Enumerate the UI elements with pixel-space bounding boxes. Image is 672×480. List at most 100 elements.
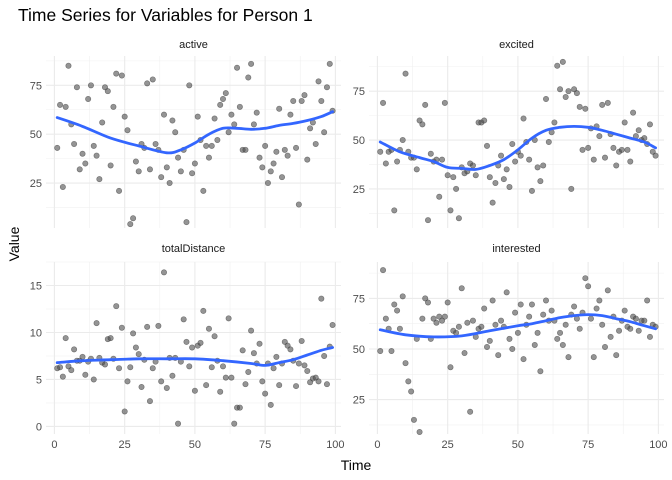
data-point: [321, 352, 328, 359]
data-point: [127, 221, 134, 228]
data-point: [121, 408, 128, 415]
data-point: [604, 99, 611, 106]
data-point: [225, 315, 232, 322]
data-point: [618, 146, 625, 153]
data-point: [478, 323, 485, 330]
data-point: [62, 103, 69, 110]
data-point: [102, 361, 109, 368]
data-point: [582, 105, 589, 112]
data-point: [152, 140, 159, 147]
data-point: [439, 156, 446, 163]
panel-title-active: active: [179, 39, 208, 51]
data-point: [245, 74, 252, 81]
data-point: [632, 315, 639, 322]
data-point: [231, 121, 238, 128]
data-point: [155, 322, 162, 329]
data-point: [85, 96, 92, 103]
data-point: [509, 346, 516, 353]
data-point: [107, 162, 114, 169]
data-point: [520, 115, 527, 122]
data-point: [71, 346, 78, 353]
data-point: [79, 353, 86, 360]
data-point: [186, 363, 193, 370]
data-point: [175, 420, 182, 427]
data-point: [208, 142, 215, 149]
data-point: [71, 140, 78, 147]
data-point: [495, 352, 502, 359]
data-point: [163, 164, 170, 171]
data-point: [200, 187, 207, 194]
data-point: [135, 168, 142, 175]
data-point: [57, 364, 64, 371]
data-point: [517, 152, 524, 159]
data-point: [304, 368, 311, 375]
data-point: [290, 97, 297, 104]
data-point: [132, 158, 139, 165]
x-tick-label: 50: [189, 439, 201, 451]
data-point: [599, 321, 606, 328]
data-point: [551, 119, 558, 126]
data-point: [399, 137, 406, 144]
data-point: [214, 137, 221, 144]
data-point: [621, 307, 628, 314]
data-point: [301, 92, 308, 99]
data-point: [186, 82, 193, 89]
data-point: [436, 193, 443, 200]
data-point: [562, 94, 569, 101]
data-point: [486, 174, 493, 181]
x-tick-label: 100: [326, 439, 344, 451]
data-point: [450, 174, 457, 181]
data-point: [394, 158, 401, 165]
panel-title-totalDistance: totalDistance: [162, 243, 226, 255]
data-point: [542, 96, 549, 103]
data-point: [613, 352, 620, 359]
y-tick-label: 75: [353, 293, 365, 305]
data-point: [234, 64, 241, 71]
data-point: [189, 170, 196, 177]
data-point: [582, 275, 589, 282]
data-point: [430, 315, 437, 322]
data-point: [158, 378, 165, 385]
data-point: [419, 315, 426, 322]
data-point: [464, 319, 471, 326]
data-point: [596, 133, 603, 140]
data-point: [503, 289, 510, 296]
data-point: [534, 329, 541, 336]
data-point: [205, 325, 212, 332]
data-point: [121, 113, 128, 120]
data-point: [489, 297, 496, 304]
data-point: [222, 90, 229, 97]
data-point: [652, 152, 659, 159]
data-point: [222, 374, 229, 381]
data-point: [441, 99, 448, 106]
data-point: [391, 207, 398, 214]
data-point: [87, 82, 94, 89]
data-point: [135, 351, 142, 358]
data-point: [447, 207, 454, 214]
data-point: [590, 354, 597, 361]
data-point: [394, 307, 401, 314]
data-point: [469, 317, 476, 324]
data-point: [512, 309, 519, 316]
data-point: [149, 76, 156, 83]
data-point: [166, 180, 173, 187]
data-point: [585, 144, 592, 151]
data-point: [245, 368, 252, 375]
x-tick-label: 100: [649, 439, 667, 451]
x-tick-label: 50: [512, 439, 524, 451]
data-point: [161, 269, 168, 276]
data-point: [96, 176, 103, 183]
data-point: [191, 387, 198, 394]
data-point: [130, 330, 137, 337]
data-point: [402, 360, 409, 367]
data-point: [250, 350, 257, 357]
data-point: [220, 363, 227, 370]
data-point: [318, 295, 325, 302]
data-point: [113, 303, 120, 310]
data-point: [116, 365, 123, 372]
data-point: [467, 408, 474, 415]
data-point: [396, 325, 403, 332]
data-point: [65, 62, 72, 69]
y-tick-label: 5: [36, 374, 42, 386]
data-point: [132, 344, 139, 351]
